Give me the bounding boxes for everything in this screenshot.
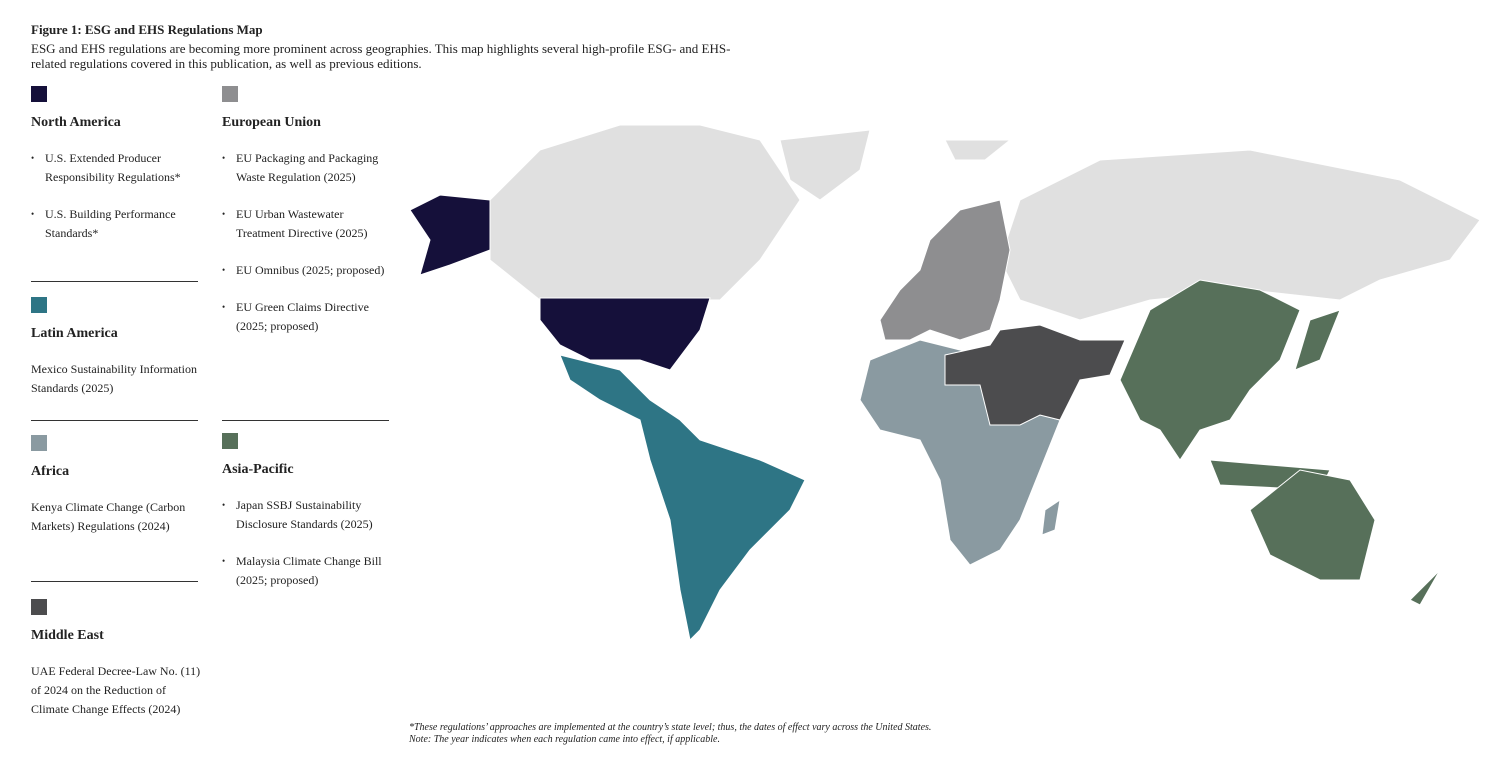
separator: [31, 420, 198, 421]
regulation-item: Mexico Sustainability Information Standa…: [31, 362, 197, 395]
legend-swatch: [222, 433, 238, 449]
map-region: [879, 199, 1011, 341]
map-region: [1409, 569, 1441, 606]
footnote: Note: The year indicates when each regul…: [409, 734, 720, 745]
map-region: [1294, 309, 1341, 371]
land: [779, 129, 871, 201]
legend-region: North America U.S. Extended Producer Resp…: [31, 86, 203, 243]
legend-swatch: [31, 435, 47, 451]
legend-region: Asia-Pacific Japan SSBJ Sustainability Di…: [222, 433, 394, 590]
separator: [222, 420, 389, 421]
footnote: *These regulations’ approaches are imple…: [409, 722, 932, 733]
legend-region: Africa Kenya Climate Change (Carbon Marke…: [31, 435, 203, 536]
legend-region: European Union EU Packaging and Packaging…: [222, 86, 394, 336]
regulation-item: EU Packaging and Packaging Waste Regulat…: [222, 149, 394, 187]
separator: [31, 281, 198, 282]
legend-region: Latin America Mexico Sustainability Infor…: [31, 297, 203, 398]
legend-swatch: [31, 297, 47, 313]
regulation-item: EU Green Claims Directive (2025; propose…: [222, 298, 394, 336]
land: [944, 139, 1012, 161]
regulation-item: Japan SSBJ Sustainability Disclosure Sta…: [222, 496, 394, 534]
region-name: European Union: [222, 115, 321, 130]
region-name: Asia-Pacific: [222, 462, 294, 477]
map-region: [559, 354, 806, 642]
land: [489, 124, 801, 301]
legend-swatch: [31, 599, 47, 615]
figure-title: Figure 1: ESG and EHS Regulations Map: [31, 22, 263, 37]
regulation-item: UAE Federal Decree-Law No. (11) of 2024 …: [31, 664, 201, 716]
region-name: Africa: [31, 464, 70, 479]
map-region: [1249, 469, 1376, 581]
legend-region: Middle East UAE Federal Decree-Law No. (1…: [31, 599, 203, 719]
figure-description: ESG and EHS regulations are becoming mor…: [31, 41, 731, 71]
map-region: [1041, 498, 1061, 536]
footnotes: *These regulations’ approaches are imple…: [409, 722, 931, 746]
region-name: Middle East: [31, 628, 104, 643]
map-region: [1119, 279, 1301, 461]
map-region: [409, 194, 491, 276]
region-name: Latin America: [31, 326, 118, 341]
regulation-item: EU Urban Wastewater Treatment Directive …: [222, 205, 394, 243]
regulation-item: Kenya Climate Change (Carbon Markets) Re…: [31, 500, 186, 533]
map-region: [944, 324, 1126, 426]
separator: [31, 581, 198, 582]
legend-swatch: [31, 86, 47, 102]
region-name: North America: [31, 115, 121, 130]
land: [999, 149, 1481, 321]
legend-swatch: [222, 86, 238, 102]
regulation-item: U.S. Extended Producer Responsibility Re…: [31, 149, 203, 187]
regulation-item: U.S. Building Performance Standards*: [31, 205, 203, 243]
world-map: [409, 124, 1481, 642]
map-region: [539, 297, 711, 371]
regulation-item: Malaysia Climate Change Bill (2025; prop…: [222, 552, 394, 590]
regulation-item: EU Omnibus (2025; proposed): [222, 261, 394, 280]
